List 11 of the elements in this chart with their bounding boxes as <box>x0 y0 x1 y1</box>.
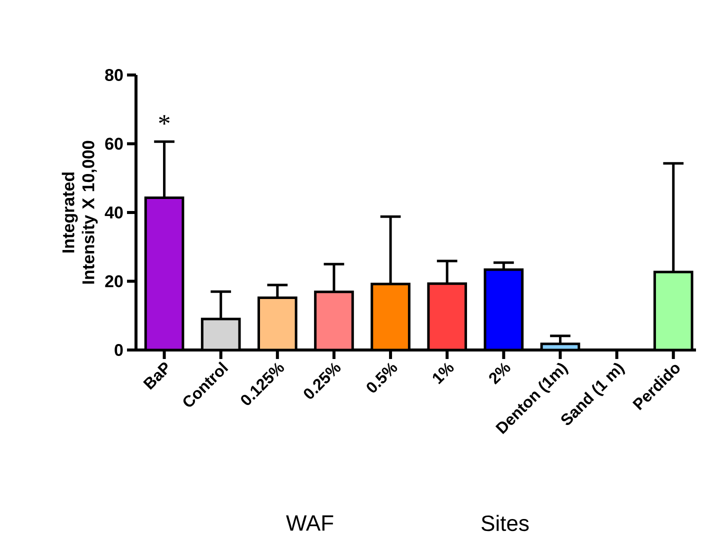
text: WAF <box>286 515 334 531</box>
x-tick-label: 2% <box>489 362 510 385</box>
y-tick-label: 20 <box>105 275 123 288</box>
text: Sites <box>482 514 529 532</box>
y-tick-label: 60 <box>105 138 123 150</box>
y-axis-title: Integrated Intensity X 10,000 <box>62 140 98 284</box>
y-tick-label: 0 <box>114 344 123 356</box>
y-tick-label: 40 <box>104 206 123 219</box>
y-tick-label: 80 <box>105 68 123 82</box>
annotation: * <box>159 115 170 125</box>
x-tick-label: 1% <box>432 362 454 384</box>
